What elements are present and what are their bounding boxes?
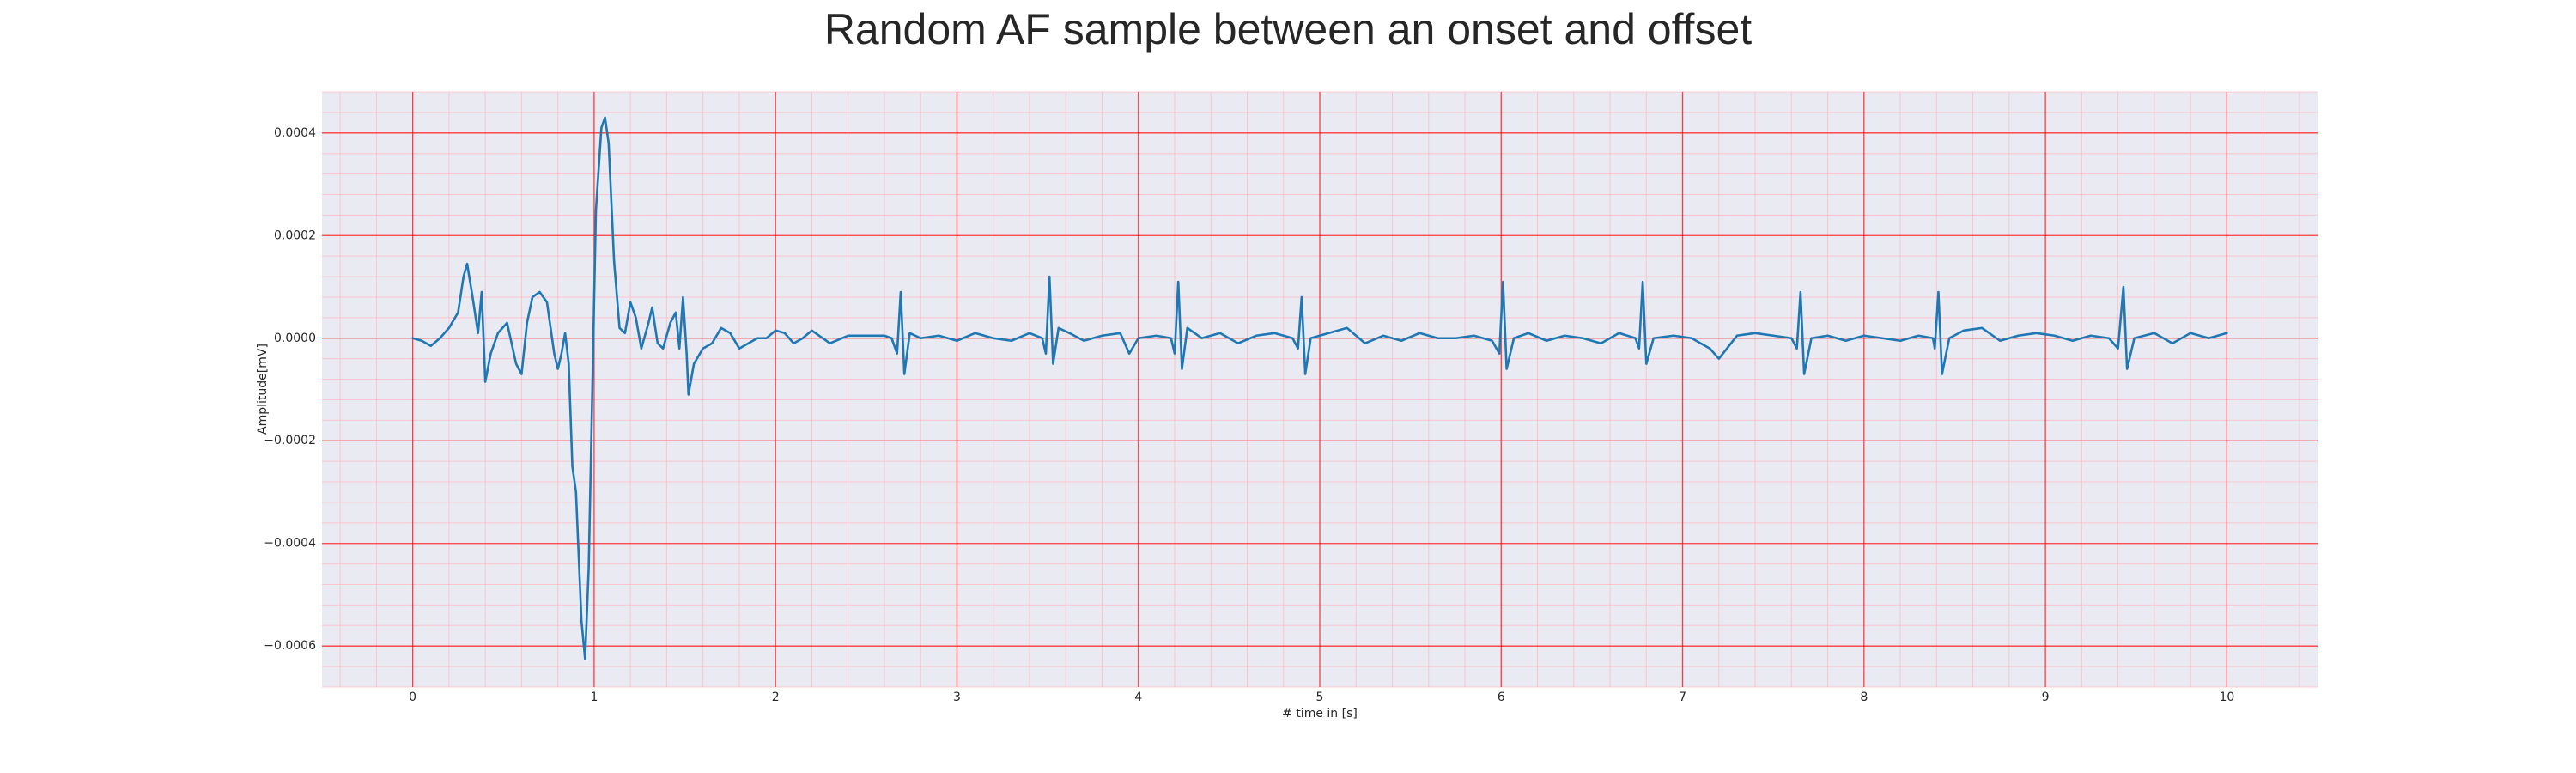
x-tick-label: 10: [2219, 691, 2234, 704]
y-tick-label: 0.0002: [274, 228, 316, 242]
chart-title: Random AF sample between an onset and of…: [824, 5, 1752, 53]
x-tick-label: 3: [953, 691, 961, 704]
y-tick-label: −0.0006: [264, 639, 316, 653]
y-tick-label: −0.0004: [264, 537, 316, 551]
y-axis-label: Amplitude[mV]: [256, 344, 270, 435]
x-tick-label: 0: [409, 691, 416, 704]
grid: [322, 91, 2318, 688]
y-tick-label: 0.0000: [274, 332, 316, 345]
x-tick-label: 2: [772, 691, 780, 704]
x-tick-label: 1: [590, 691, 598, 704]
x-tick-label: 7: [1679, 691, 1686, 704]
x-tick-label: 6: [1498, 691, 1505, 704]
x-tick-label: 8: [1860, 691, 1868, 704]
x-axis-label: # time in [s]: [1282, 707, 1358, 721]
y-tick-label: 0.0004: [274, 126, 316, 140]
x-tick-label: 4: [1134, 691, 1142, 704]
y-tick-label: −0.0002: [264, 434, 316, 447]
signal-line: [411, 116, 2228, 660]
x-tick-label: 9: [2042, 691, 2050, 704]
x-tick-label: 5: [1316, 691, 1324, 704]
